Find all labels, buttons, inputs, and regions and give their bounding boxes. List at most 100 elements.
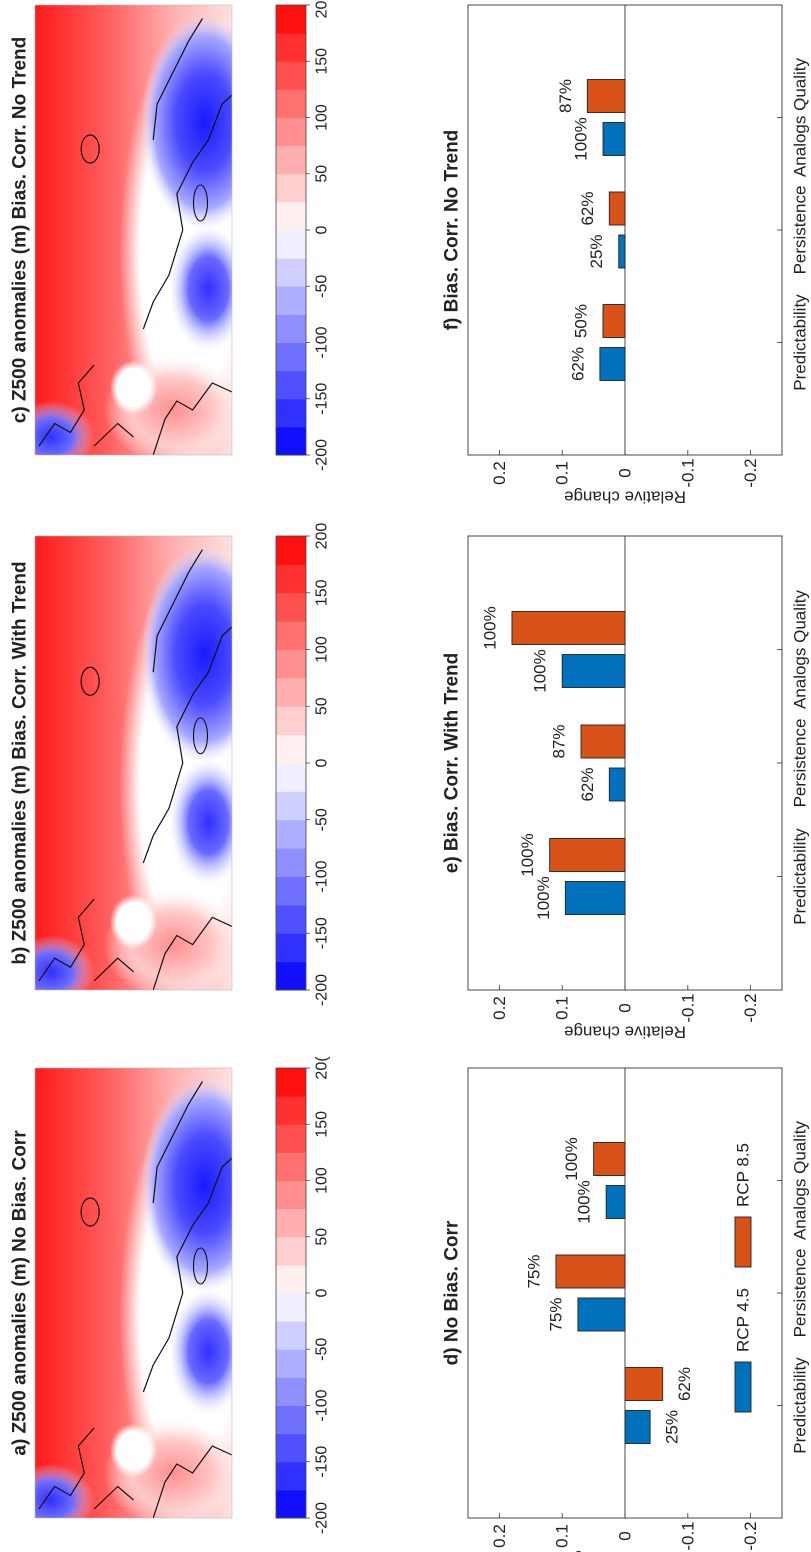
coastline: [38, 1427, 95, 1510]
colorbar-tick-label: -150: [314, 917, 331, 949]
colorbar-bin: [276, 536, 306, 565]
legend: RCP 4.5 RCP 8.5: [734, 1143, 753, 1413]
colorbar-tick-label: -200: [314, 439, 331, 471]
colorbar-bin: [276, 5, 306, 34]
bar-rcp45: [561, 654, 626, 688]
bar-rcp85: [586, 79, 626, 113]
bar-percent-label: 62%: [578, 191, 597, 225]
colorbar-bin: [276, 677, 306, 707]
colorbar-bin: [276, 848, 306, 877]
colorbar-bin: [276, 426, 306, 456]
value-axis-label: Relative change: [564, 488, 686, 507]
bar-rcp45: [608, 767, 626, 802]
bar-percent-label: 87%: [550, 724, 569, 758]
bar-percent-label: 100%: [518, 833, 537, 876]
coastline: [142, 626, 232, 864]
bar-percent-label: 100%: [575, 1180, 594, 1223]
colorbar-bin: [276, 763, 306, 792]
colorbar-tick-label: 0: [314, 225, 331, 234]
colorbar-bin: [276, 1068, 306, 1097]
value-axis-label: Relative change: [564, 1023, 686, 1042]
bar-rcp85: [602, 304, 626, 338]
negative-anomaly-core: [141, 14, 232, 230]
bar-rcp85: [580, 724, 626, 759]
island-outline: [192, 1247, 209, 1285]
colorbar-tick-label: 200: [314, 523, 331, 550]
negative-anomaly-secondary: [168, 225, 232, 352]
colorbar-tick-label: 50: [314, 165, 331, 183]
map-frame: [34, 535, 233, 991]
bar-chart-1: 0.2 0.1 0 -0.1 -0.2 Relative change Predictabi…: [442, 535, 810, 1042]
bar-rcp45: [577, 1297, 626, 1332]
colorbar-bin: [276, 1433, 306, 1463]
value-tick-label: -0.2: [741, 458, 760, 487]
category-label: Analogs Quality: [791, 57, 810, 177]
colorbar-tick-label: -200: [314, 1502, 331, 1534]
bar-percent-label: 100%: [572, 117, 591, 160]
neutral-patch: [109, 360, 158, 415]
colorbar-tick-label: -50: [314, 808, 331, 831]
colorbar-bin: [276, 201, 306, 231]
coastline: [152, 916, 232, 990]
colorbar-bin: [276, 564, 306, 594]
island-outline: [80, 1197, 100, 1227]
colorbar-tick-label: 150: [314, 48, 331, 75]
value-tick-label: 0.2: [490, 1524, 509, 1548]
bar-percent-label: 75%: [524, 1254, 543, 1288]
colorbar-bin: [276, 1124, 306, 1153]
bar-percent-label: 75%: [546, 1297, 565, 1331]
bar-percent-label: 100%: [531, 649, 550, 692]
negative-anomaly-corner: [35, 935, 95, 990]
value-tick-label: 0.1: [553, 1524, 572, 1548]
negative-anomaly-core: [141, 1077, 232, 1293]
colorbar-tick-label: 100: [314, 104, 331, 131]
colorbar-bin: [276, 1180, 306, 1210]
category-label: Persistence: [791, 719, 810, 808]
bar-percent-label: 62%: [568, 347, 587, 381]
bar-percent-label: 62%: [578, 767, 597, 801]
negative-anomaly-corner: [35, 1464, 95, 1518]
coastline: [38, 898, 95, 982]
coastline: [142, 94, 232, 330]
legend-swatch: [734, 1216, 752, 1268]
colorbar-bin: [276, 649, 306, 679]
category-label: Analogs Quality: [791, 1120, 810, 1240]
colorbar-bin: [276, 1405, 306, 1435]
colorbar-bin: [276, 961, 306, 991]
colorbar-tick-label: -150: [314, 383, 331, 415]
value-tick-label: 0.1: [553, 461, 572, 485]
chart-title: f) Bias. Corr. No Trend: [442, 130, 463, 331]
colorbar-tick-label: -100: [314, 326, 331, 358]
coastline: [152, 549, 203, 673]
negative-anomaly-secondary: [168, 1288, 232, 1415]
category-label: Predictability: [791, 1357, 810, 1454]
colorbar-bin: [276, 1096, 306, 1125]
colorbar-bin: [276, 1461, 306, 1491]
bar-rcp45: [564, 881, 626, 915]
bar-rcp85: [608, 191, 626, 226]
colorbar-bin: [276, 1208, 306, 1238]
value-tick-label: 0.2: [490, 996, 509, 1020]
map-panel-c: c) Z500 anomalies (m) Bias. Corr. No Tre…: [10, 4, 233, 456]
neutral-patch: [109, 894, 158, 950]
colorbar-tick-label: -50: [314, 275, 331, 298]
bar-rcp45: [618, 234, 626, 269]
value-tick-label: -0.1: [678, 1521, 697, 1550]
colorbar-tick-label: 100: [314, 636, 331, 663]
colorbar-tick-label: 100: [314, 1167, 331, 1194]
bar-percent-label: 100%: [480, 606, 499, 649]
bar-rcp85: [511, 611, 626, 645]
island-outline: [192, 717, 209, 755]
colorbar-bin: [276, 592, 306, 622]
colorbar-bin: [276, 61, 306, 90]
island-outline: [80, 134, 100, 164]
category-label: Persistence: [791, 186, 810, 275]
coastline: [93, 957, 134, 982]
map-panels: a) Z500 anomalies (m) No Bias. Corr b) Z5…: [10, 4, 233, 1519]
map-title-c: c) Z500 anomalies (m) Bias. Corr. No Tre…: [10, 37, 31, 423]
colorbar-bin: [276, 145, 306, 175]
category-label: Analogs Quality: [791, 589, 810, 709]
colorbar-c: -200 -150 -100 -50 0 50 100 150 200: [275, 0, 331, 471]
colorbar-a: -200 -150 -100 -50 0 50 100 150 20(: [275, 1056, 331, 1534]
coastline: [93, 1485, 134, 1510]
